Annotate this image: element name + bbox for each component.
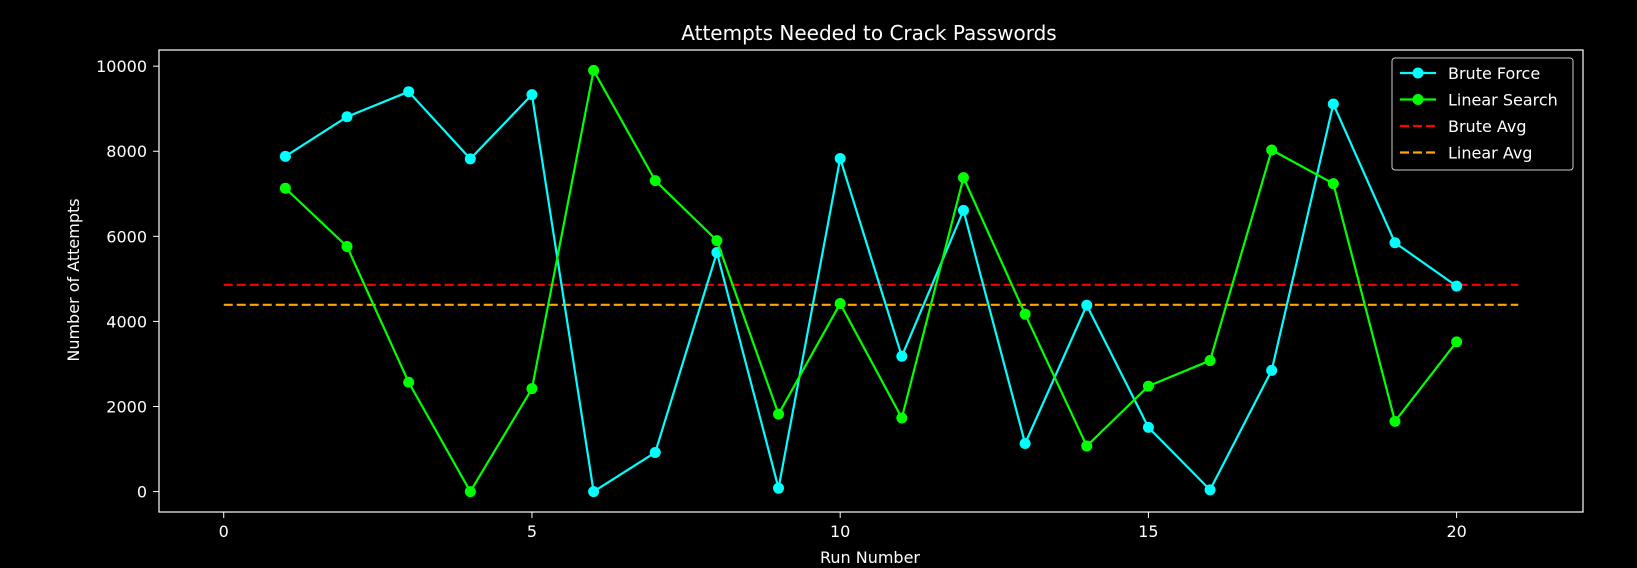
legend-marker-brute-force — [1412, 67, 1424, 79]
data-point-linear-search-19 — [1389, 415, 1401, 427]
y-tick-label: 4000 — [106, 312, 147, 331]
data-point-linear-search-11 — [896, 412, 908, 424]
x-tick-label: 20 — [1446, 522, 1466, 541]
data-point-brute-force-4 — [464, 153, 476, 165]
data-point-linear-search-4 — [464, 486, 476, 498]
x-tick-label: 10 — [830, 522, 850, 541]
data-point-linear-search-3 — [403, 376, 415, 388]
data-point-linear-search-1 — [279, 182, 291, 194]
x-axis-label: Run Number — [820, 548, 920, 567]
data-point-brute-force-14 — [1081, 299, 1093, 311]
data-point-linear-search-7 — [649, 175, 661, 187]
data-point-linear-search-14 — [1081, 440, 1093, 452]
y-tick-label: 0 — [137, 483, 147, 502]
legend-label-brute-force: Brute Force — [1448, 64, 1540, 83]
data-point-brute-force-18 — [1327, 98, 1339, 110]
y-axis-label: Number of Attempts — [64, 198, 83, 361]
legend-box — [1391, 57, 1574, 171]
data-point-linear-search-2 — [341, 241, 353, 253]
legend-label-brute-avg: Brute Avg — [1448, 117, 1527, 136]
series-line-brute-force — [284, 90, 1458, 493]
data-point-brute-force-5 — [526, 89, 538, 101]
axes-frame — [158, 49, 1584, 513]
data-point-brute-force-6 — [588, 486, 600, 498]
data-point-linear-search-17 — [1266, 144, 1278, 156]
data-point-brute-force-17 — [1266, 364, 1278, 376]
data-point-linear-search-8 — [711, 235, 723, 247]
y-tick-label: 6000 — [106, 227, 147, 246]
data-point-brute-force-3 — [403, 86, 415, 98]
data-point-brute-force-20 — [1451, 280, 1463, 292]
chart-title: Attempts Needed to Crack Passwords — [681, 21, 1056, 45]
data-point-brute-force-19 — [1389, 237, 1401, 249]
data-point-brute-force-10 — [834, 152, 846, 164]
data-point-linear-search-18 — [1327, 178, 1339, 190]
data-point-brute-force-11 — [896, 350, 908, 362]
data-point-brute-force-16 — [1204, 484, 1216, 496]
data-point-brute-force-13 — [1019, 438, 1031, 450]
y-tick-label: 10000 — [96, 57, 147, 76]
x-tick-label: 5 — [527, 522, 537, 541]
data-point-linear-search-9 — [773, 408, 785, 420]
data-point-linear-search-13 — [1019, 308, 1031, 320]
legend: Brute Force Linear Search Brute Avg Linear … — [1391, 57, 1574, 171]
x-tick-label: 15 — [1138, 522, 1158, 541]
data-point-linear-search-15 — [1142, 380, 1154, 392]
series-line-linear-search — [284, 69, 1458, 493]
y-tick-label: 2000 — [106, 397, 147, 416]
data-point-linear-search-5 — [526, 383, 538, 395]
data-point-brute-force-7 — [649, 446, 661, 458]
data-point-brute-force-12 — [957, 204, 969, 216]
data-point-linear-search-16 — [1204, 355, 1216, 367]
data-point-linear-search-10 — [834, 298, 846, 310]
x-tick-label: 0 — [219, 522, 229, 541]
data-point-linear-search-20 — [1451, 336, 1463, 348]
data-point-linear-search-12 — [957, 172, 969, 184]
legend-label-linear-avg: Linear Avg — [1448, 144, 1532, 163]
data-point-brute-force-9 — [773, 482, 785, 494]
legend-label-linear-search: Linear Search — [1448, 91, 1558, 110]
data-point-brute-force-2 — [341, 111, 353, 123]
data-point-brute-force-15 — [1142, 421, 1154, 433]
data-point-brute-force-1 — [279, 150, 291, 162]
legend-marker-linear-search — [1412, 94, 1424, 105]
data-point-linear-search-6 — [588, 64, 600, 76]
y-tick-label: 8000 — [106, 142, 147, 161]
plot-area: 0 5 10 15 20 0 2000 4000 6000 8000 10000 — [96, 49, 1584, 541]
